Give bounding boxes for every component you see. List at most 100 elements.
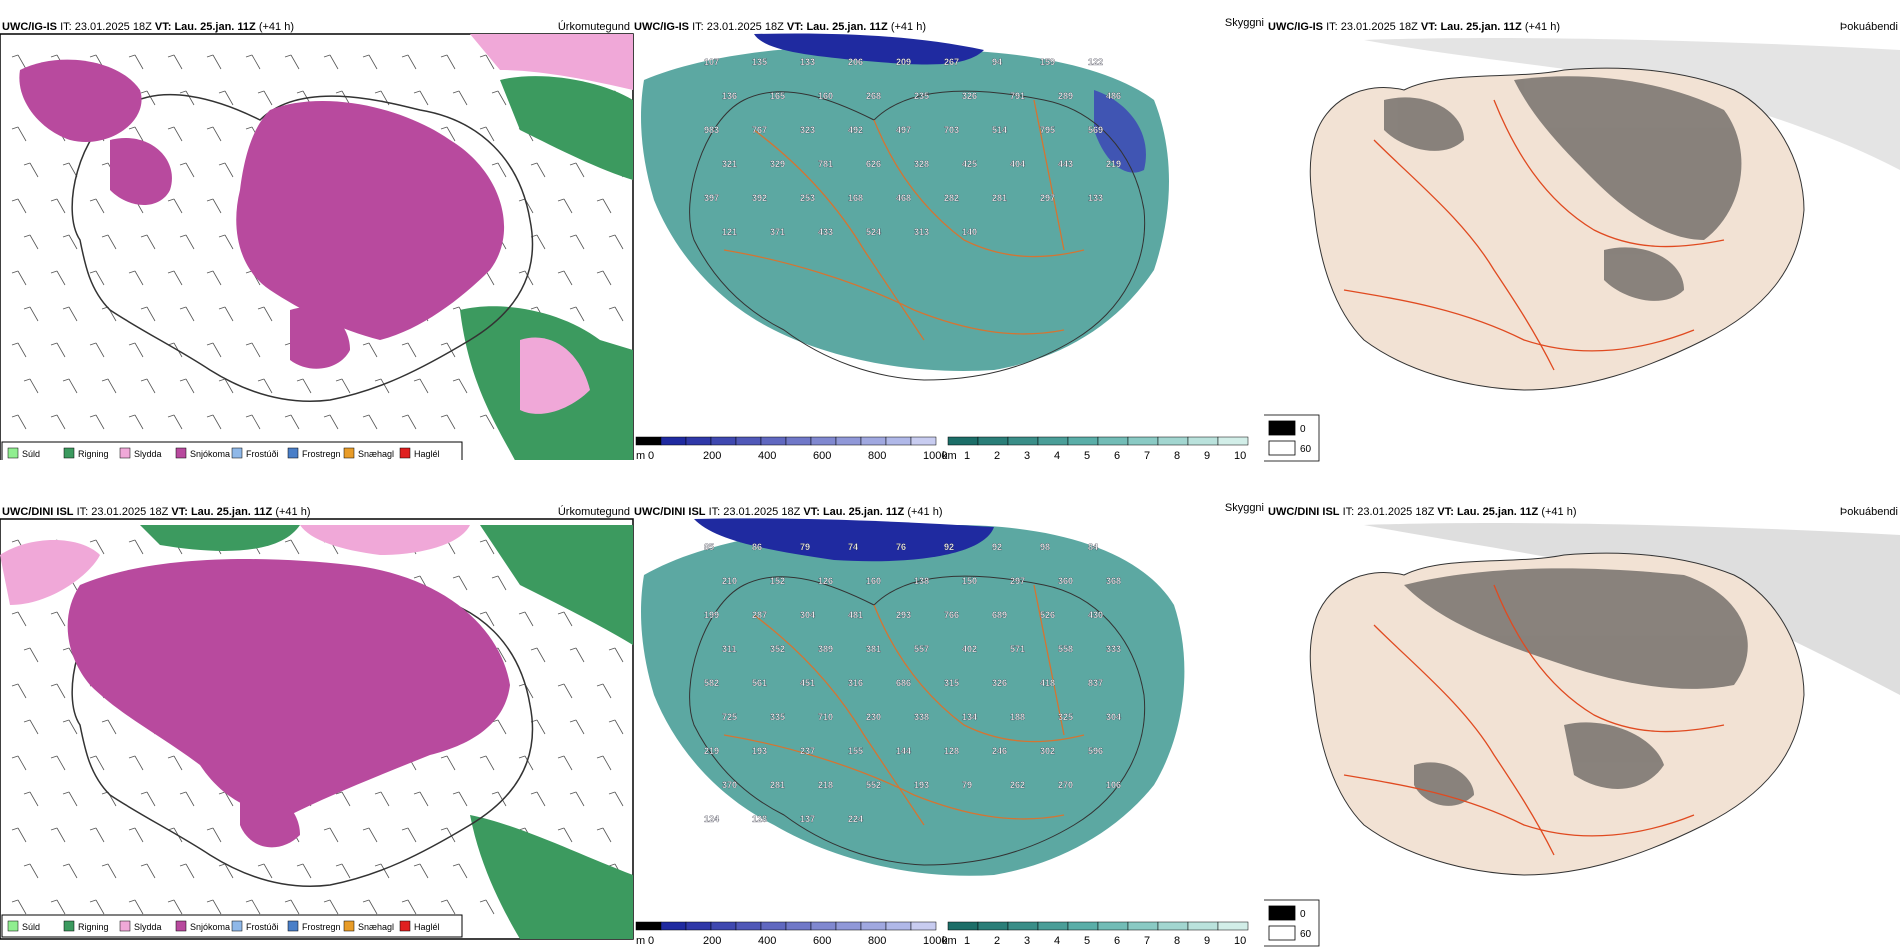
wind-barb xyxy=(257,863,273,879)
wind-barb xyxy=(401,54,417,70)
ceiling-value: 329 xyxy=(770,159,785,169)
ceiling-value: 86 xyxy=(752,542,762,552)
ceiling-tick: 800 xyxy=(868,935,886,947)
visibility-scale-cell xyxy=(1067,436,1099,446)
panel-title: Úrkomutegund xyxy=(557,506,630,518)
ceiling-scale-cell xyxy=(910,436,937,446)
wind-barb xyxy=(335,378,351,394)
legend-swatch xyxy=(287,447,299,459)
wind-barb xyxy=(167,414,183,430)
visibility-scale-cell xyxy=(1037,921,1069,931)
low-ceiling-region xyxy=(1094,90,1146,173)
wind-barb xyxy=(284,899,300,915)
green-region xyxy=(500,76,633,180)
ceiling-numbers: 85 86 79 74 76 92 92 98 84 210 152 126 160 138 150 297 3… xyxy=(704,542,1121,824)
wind-barb xyxy=(101,719,117,735)
wind-barb xyxy=(491,162,507,178)
legend-swatch xyxy=(287,920,299,932)
wind-barb xyxy=(596,683,612,699)
wind-barb xyxy=(569,719,585,735)
row-2: UWC/DINI ISL IT: 23.01.2025 18Z VT: Lau.… xyxy=(0,495,1900,950)
ceiling-value: 313 xyxy=(914,227,929,237)
legend-swatch xyxy=(63,447,75,459)
wind-barb xyxy=(452,575,468,591)
ceiling-value: 557 xyxy=(914,644,929,654)
ceiling-tick: 200 xyxy=(703,935,721,947)
wind-barb xyxy=(491,575,507,591)
ceiling-value: 402 xyxy=(962,644,977,654)
wind-barb xyxy=(530,791,546,807)
roads xyxy=(1343,584,1725,856)
ceiling-value: 133 xyxy=(1088,193,1103,203)
wind-barb xyxy=(62,719,78,735)
visibility-tick: 10 xyxy=(1234,450,1246,462)
wind-barb xyxy=(569,306,585,322)
wind-barb xyxy=(218,378,234,394)
wind-barb xyxy=(491,90,507,106)
wind-barb xyxy=(218,162,234,178)
visibility-tick: 4 xyxy=(1054,450,1060,462)
wind-barb xyxy=(50,611,66,627)
ceiling-value: 368 xyxy=(1106,576,1121,586)
init-time: 23.01.2025 18Z xyxy=(706,21,784,33)
visibility-scale-cell xyxy=(977,921,1009,931)
ceiling-scale-cell xyxy=(835,436,862,446)
visibility-tick: 5 xyxy=(1084,450,1090,462)
visibility-tick: 4 xyxy=(1054,935,1060,947)
wind-barb xyxy=(167,755,183,771)
wind-barb xyxy=(11,342,27,358)
ceiling-value: 289 xyxy=(1058,91,1073,101)
panel-header: UWC/DINI ISL IT: 23.01.2025 18Z VT: Lau.… xyxy=(634,506,943,518)
visibility-tick: 6 xyxy=(1114,450,1120,462)
lead-time: (+41 h) xyxy=(907,506,943,518)
ceiling-value: 360 xyxy=(1058,576,1073,586)
visibility-tick: 8 xyxy=(1174,935,1180,947)
model-name: UWC/IG-IS xyxy=(1268,21,1323,33)
ceiling-value: 268 xyxy=(866,91,881,101)
wind-barb xyxy=(206,126,222,142)
fog-panel: UWC/DINI ISL IT: 23.01.2025 18Z VT: Lau.… xyxy=(1264,495,1900,950)
ceiling-tick: 0 xyxy=(648,935,654,947)
panel-title: Úrkomutegund xyxy=(557,21,630,33)
legend-label: Haglél xyxy=(414,449,440,459)
ceiling-value: 235 xyxy=(914,91,929,101)
wind-barb xyxy=(206,54,222,70)
model-name: UWC/DINI ISL xyxy=(2,506,74,518)
wind-barb xyxy=(62,162,78,178)
ceiling-scale-cell xyxy=(785,921,812,931)
ceiling-value: 468 xyxy=(896,193,911,203)
ceiling-value: 281 xyxy=(770,780,785,790)
ceiling-value: 370 xyxy=(722,780,737,790)
wind-barb xyxy=(374,378,390,394)
wind-barb xyxy=(569,162,585,178)
visibility-tick: 2 xyxy=(994,450,1000,462)
legend-swatch xyxy=(175,447,187,459)
ceiling-value: 219 xyxy=(1106,159,1121,169)
panel-title: Skyggni xyxy=(1224,17,1264,29)
legend-swatch xyxy=(231,447,243,459)
ceiling-value: 781 xyxy=(818,159,833,169)
wind-barb xyxy=(167,126,183,142)
ceiling-value: 152 xyxy=(770,576,785,586)
ceiling-scale-cell xyxy=(710,436,737,446)
visibility-unit: km xyxy=(942,450,957,462)
wind-barb xyxy=(452,863,468,879)
wind-barb xyxy=(50,342,66,358)
ceiling-tick: 200 xyxy=(703,450,721,462)
ceiling-value: 84 xyxy=(1088,542,1098,552)
ceiling-value: 79 xyxy=(800,542,810,552)
legend-label: Rigning xyxy=(78,922,109,932)
wind-barb xyxy=(128,414,144,430)
ceiling-value: 282 xyxy=(944,193,959,203)
wind-barb xyxy=(62,791,78,807)
ceiling-value: 304 xyxy=(800,610,815,620)
ceiling-scale-cell xyxy=(860,436,887,446)
ceiling-value: 514 xyxy=(992,125,1007,135)
ceiling-scale-cell xyxy=(760,921,787,931)
wind-barb xyxy=(479,54,495,70)
ceiling-value: 481 xyxy=(848,610,863,620)
wind-barb xyxy=(206,198,222,214)
wind-barb xyxy=(608,791,624,807)
valid-time: Lau. 25.jan. 11Z xyxy=(806,21,888,33)
